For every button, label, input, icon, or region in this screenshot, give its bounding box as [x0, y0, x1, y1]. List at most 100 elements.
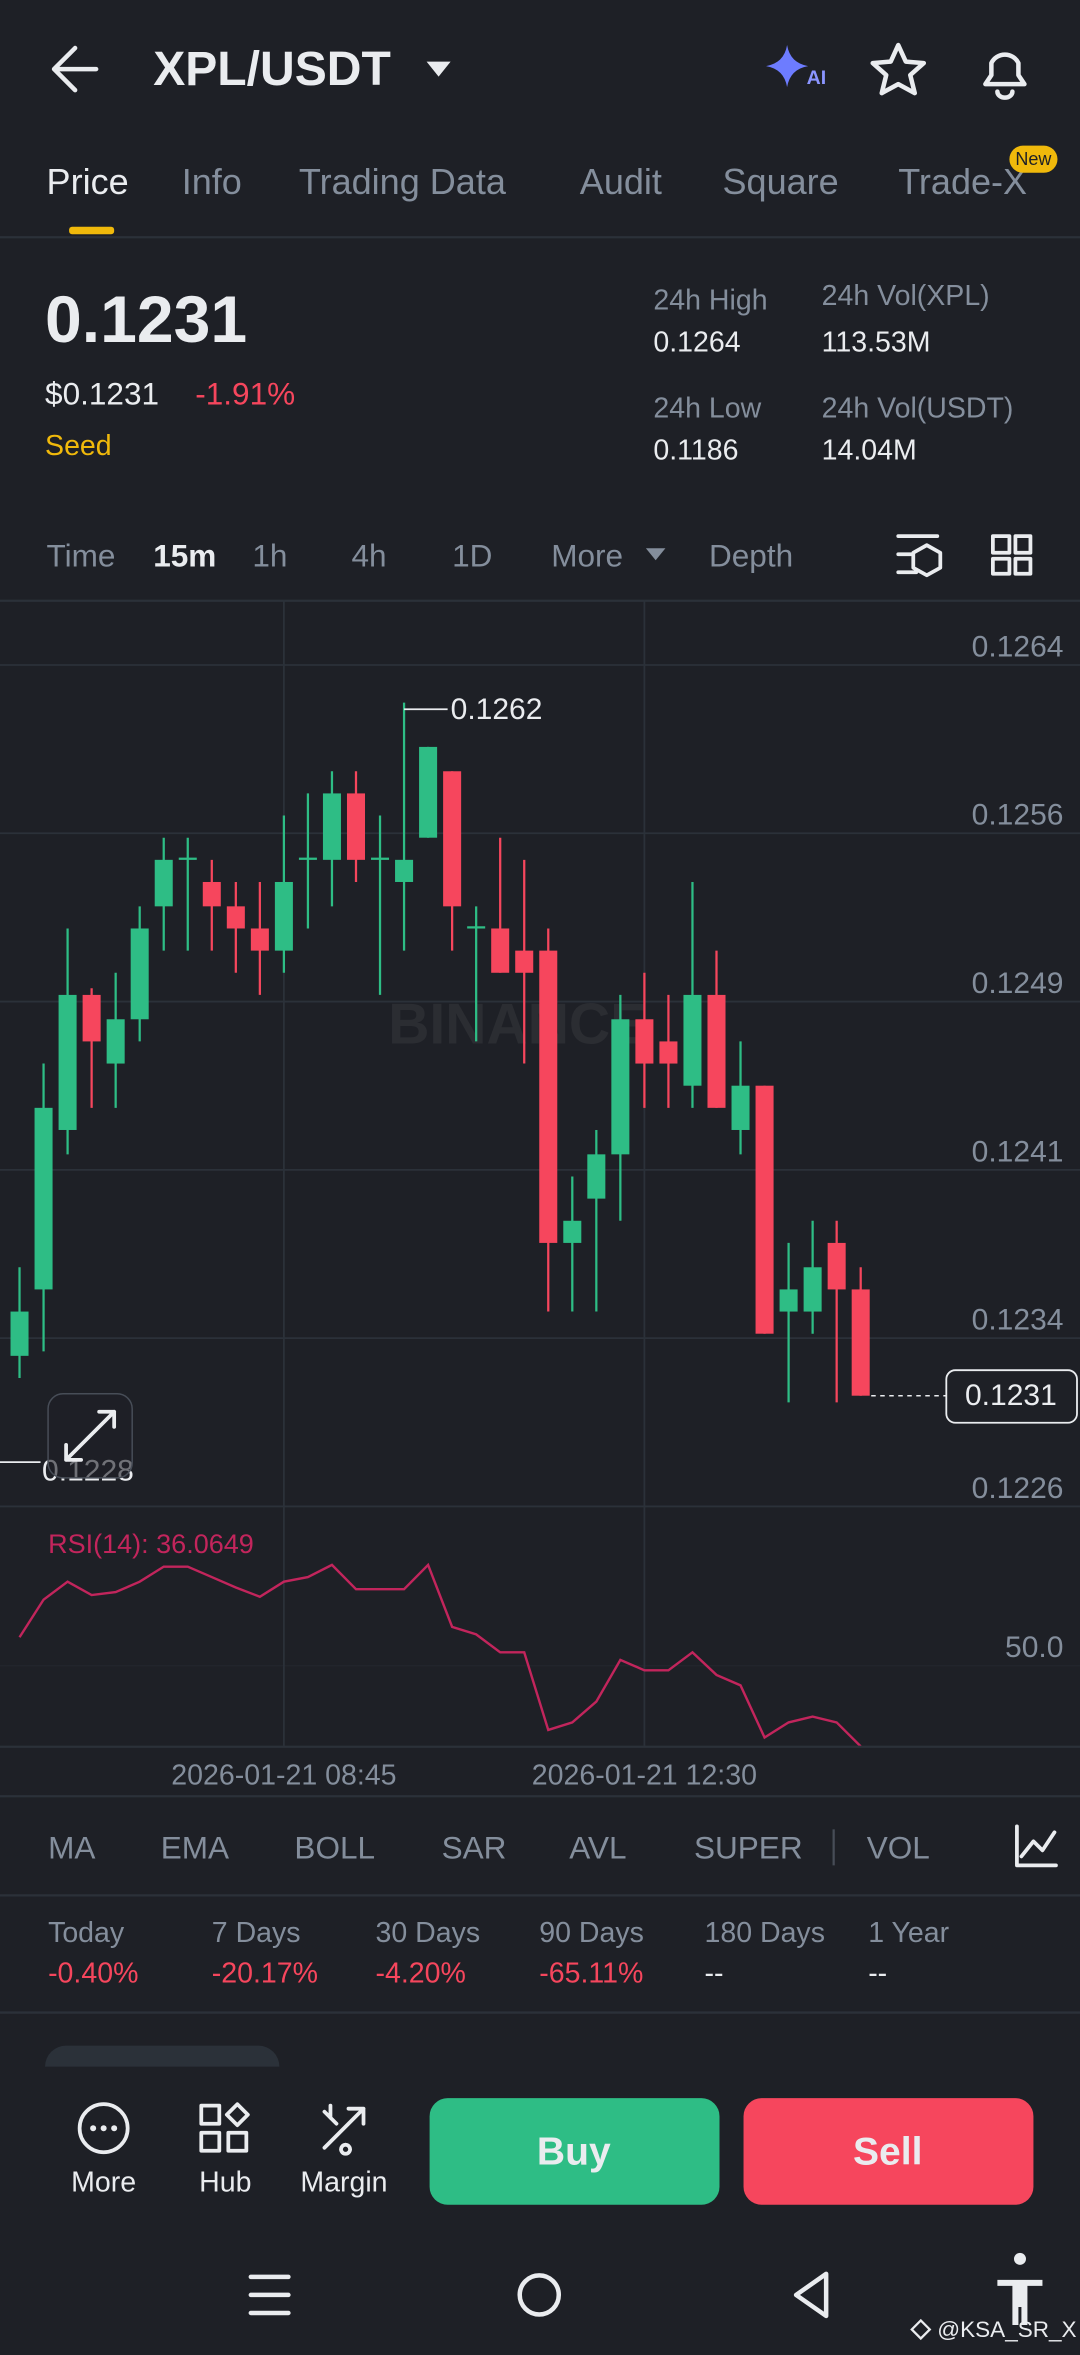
period-label: Today — [48, 1917, 125, 1949]
tab[interactable]: Square — [723, 161, 839, 202]
candle-body — [298, 857, 317, 860]
candle-body — [851, 1289, 870, 1396]
period-label: 90 Days — [539, 1917, 644, 1949]
candle-body — [274, 881, 293, 951]
stat-label: 24h Vol(USDT) — [822, 393, 1014, 425]
period-change: -65.11% — [539, 1958, 643, 1990]
candle-body — [467, 926, 486, 929]
settings-icon[interactable] — [896, 534, 943, 578]
more-icon[interactable] — [77, 2102, 130, 2155]
x-tick-label: 2026-01-21 08:45 — [171, 1759, 396, 1791]
candle-body — [491, 928, 510, 973]
candle-body — [659, 1041, 678, 1064]
accessibility-icon[interactable] — [997, 2252, 1043, 2325]
stat-label: 24h Low — [653, 393, 761, 425]
candle-body — [82, 994, 101, 1042]
buy-button[interactable] — [429, 2098, 720, 2205]
candle-body — [154, 859, 173, 907]
tool-label[interactable]: Margin — [300, 2166, 387, 2198]
tab[interactable]: Info — [182, 161, 242, 202]
rsi-label: RSI(14): 36.0649 — [48, 1529, 254, 1559]
candle-body — [250, 928, 269, 951]
candle-body — [539, 950, 558, 1243]
indicator[interactable]: SAR — [442, 1829, 507, 1865]
rsi-line — [18, 1562, 862, 1748]
stat-label: 24h High — [653, 284, 767, 316]
tool-label[interactable]: Hub — [199, 2166, 251, 2198]
price-change: -1.91% — [195, 376, 295, 412]
candle-body — [587, 1154, 606, 1199]
indicator[interactable]: EMA — [161, 1829, 229, 1865]
ai-icon[interactable] — [766, 45, 809, 88]
indicator-chart-icon[interactable] — [1015, 1824, 1058, 1868]
timeframe[interactable]: Depth — [709, 538, 793, 574]
watermark: @KSA_SR_X — [937, 2317, 1076, 2342]
pair-caret[interactable] — [426, 61, 451, 77]
timeframe[interactable]: 1h — [252, 538, 287, 574]
favorite-icon[interactable] — [870, 42, 927, 96]
watermark-logo — [910, 2318, 932, 2341]
candle-body — [803, 1267, 822, 1312]
timeframe[interactable]: 1D — [452, 538, 492, 574]
tab[interactable]: Audit — [580, 161, 662, 202]
tool-label[interactable]: More — [71, 2166, 136, 2198]
hub-icon[interactable] — [199, 2102, 250, 2153]
timeframe[interactable]: 4h — [351, 538, 386, 574]
stat-value: 113.53M — [822, 326, 931, 358]
more-caret[interactable] — [645, 548, 666, 561]
new-badge-text: New — [1015, 149, 1052, 169]
indicator[interactable]: AVL — [569, 1829, 626, 1865]
layout-icon[interactable] — [991, 534, 1033, 576]
new-badge — [1009, 145, 1058, 173]
current-price-tag — [945, 1369, 1078, 1424]
sell-button[interactable] — [743, 2098, 1034, 2205]
usd-price: $0.1231 — [45, 376, 159, 412]
ai-label[interactable]: AI — [807, 67, 827, 89]
candle-body — [371, 857, 390, 860]
candle-body — [779, 1289, 798, 1312]
tag: Seed — [45, 430, 112, 462]
nav-menu[interactable] — [248, 2274, 291, 2316]
candle-body — [515, 950, 534, 973]
pair-title[interactable]: XPL/USDT — [153, 42, 391, 96]
tab[interactable]: Price — [47, 161, 129, 202]
more-icon-dot — [111, 2125, 118, 2132]
candle-body — [322, 793, 341, 860]
indicator[interactable]: VOL — [867, 1829, 930, 1865]
timeframe[interactable]: More — [551, 538, 623, 574]
tab[interactable]: Trading Data — [299, 161, 507, 202]
tab[interactable]: Trade-X — [898, 161, 1027, 202]
nav-home[interactable] — [517, 2273, 562, 2317]
period-change: -- — [868, 1958, 887, 1990]
y-tick-label: 0.1241 — [972, 1135, 1064, 1168]
stat-value: 14.04M — [822, 435, 917, 467]
sell-label[interactable]: Sell — [853, 2131, 922, 2174]
period-change: -- — [704, 1958, 723, 1990]
margin-icon[interactable] — [322, 2103, 366, 2156]
candle-body — [827, 1242, 846, 1290]
indicator[interactable]: SUPER — [694, 1829, 803, 1865]
more-icon-dot — [90, 2125, 97, 2132]
indicator[interactable]: MA — [48, 1829, 95, 1865]
period-label: 1 Year — [868, 1917, 949, 1949]
notification-icon[interactable] — [983, 52, 1027, 100]
buy-label[interactable]: Buy — [537, 2131, 611, 2174]
candle-body — [34, 1107, 53, 1290]
back-button[interactable] — [51, 45, 99, 93]
stat-value: 0.1186 — [653, 435, 738, 467]
nav-back[interactable] — [793, 2271, 829, 2319]
period-change: -4.20% — [376, 1958, 466, 1990]
last-price: 0.1231 — [45, 283, 247, 357]
candle-body — [683, 994, 702, 1086]
candle-body — [443, 771, 462, 907]
current-price-label: 0.1231 — [965, 1379, 1057, 1412]
period-label: 7 Days — [212, 1917, 301, 1949]
candle-body — [419, 746, 438, 838]
period-change: -20.17% — [212, 1958, 318, 1990]
timeframe[interactable]: Time — [47, 538, 116, 574]
timeframe[interactable]: 15m — [153, 538, 216, 574]
expand-icon[interactable] — [64, 1409, 117, 1462]
candle-body — [106, 1019, 125, 1064]
candle-body — [130, 928, 149, 1020]
indicator[interactable]: BOLL — [294, 1829, 375, 1865]
